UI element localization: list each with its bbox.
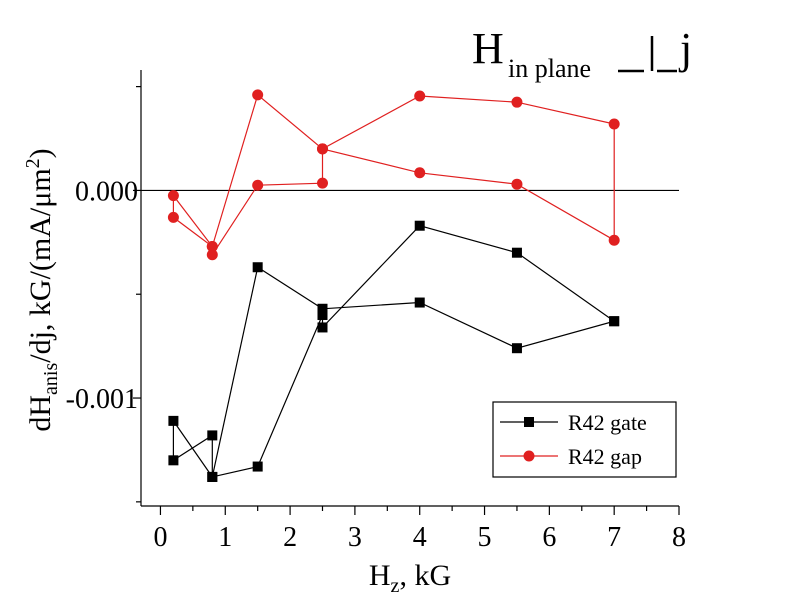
- x-tick-label: 8: [672, 522, 686, 553]
- data-point: [207, 471, 218, 482]
- data-point: [252, 89, 264, 101]
- data-point: [317, 322, 328, 333]
- data-point: [168, 455, 179, 466]
- x-tick-label: 5: [478, 522, 492, 553]
- legend-label-gate: R42 gate: [568, 410, 647, 435]
- data-point: [511, 96, 523, 108]
- data-point: [207, 430, 218, 441]
- legend-marker-gate: [524, 417, 534, 427]
- x-tick-label: 0: [153, 522, 167, 553]
- data-point: [167, 211, 179, 223]
- data-point: [206, 240, 218, 252]
- legend-label-gap: R42 gap: [568, 444, 642, 469]
- plot-frame: [140, 70, 679, 507]
- data-point: [252, 262, 263, 273]
- x-tick-label: 4: [413, 522, 427, 553]
- series-gap: [167, 89, 620, 261]
- legend: R42 gate R42 gap: [492, 401, 677, 478]
- y-axis-ticks: 0.000 -0.001: [66, 86, 141, 503]
- x-tick-label: 7: [607, 522, 621, 553]
- series-gate: [168, 220, 620, 482]
- data-point: [252, 179, 264, 191]
- data-point: [511, 178, 523, 190]
- annotation-suffix: j: [678, 24, 692, 73]
- data-point: [167, 190, 179, 202]
- legend-marker-gap: [523, 450, 535, 462]
- series-line: [172, 225, 616, 479]
- annotation: H in plane j: [472, 24, 692, 83]
- data-point: [252, 461, 263, 472]
- y-axis-title: dHanis/dj, kG/(mA/μm2): [22, 148, 62, 431]
- data-point: [414, 167, 426, 179]
- annotation-subscript: in plane: [508, 54, 591, 83]
- data-point: [316, 143, 328, 155]
- x-axis-title: Hz, kG: [369, 559, 451, 597]
- data-point: [317, 303, 328, 314]
- data-point: [414, 220, 425, 231]
- y-tick-label: 0.000: [75, 176, 138, 207]
- legend-box: [492, 401, 677, 478]
- x-tick-label: 6: [542, 522, 556, 553]
- data-point: [316, 177, 328, 189]
- data-point: [608, 118, 620, 130]
- x-tick-label: 1: [218, 522, 232, 553]
- x-tick-label: 3: [348, 522, 362, 553]
- series-group: [167, 89, 620, 482]
- x-tick-label: 2: [283, 522, 297, 553]
- data-point: [511, 247, 522, 258]
- data-point: [317, 309, 328, 320]
- annotation-main: H: [472, 24, 504, 73]
- y-tick-label: -0.001: [66, 384, 138, 415]
- series-line: [172, 93, 615, 257]
- data-point: [168, 415, 179, 426]
- data-point: [206, 249, 218, 261]
- data-point: [414, 90, 426, 102]
- data-point: [609, 316, 620, 327]
- x-axis-ticks: 0 1 2 3 4 5 6 7 8: [153, 506, 686, 553]
- data-point: [608, 234, 620, 246]
- data-point: [414, 297, 425, 308]
- data-point: [511, 343, 522, 354]
